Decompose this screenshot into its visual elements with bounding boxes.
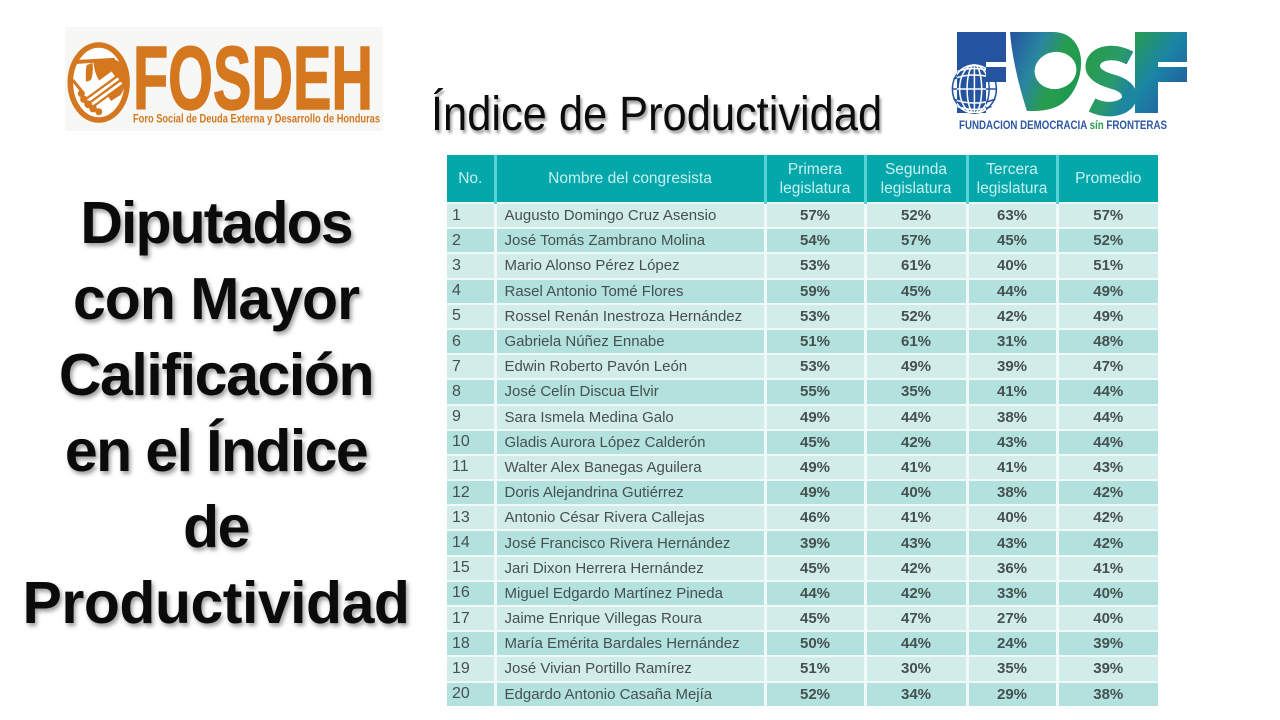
svg-text:Foro Social de Deuda Externa y: Foro Social de Deuda Externa y Desarroll… <box>133 114 380 126</box>
svg-text:FOSDEH: FOSDEH <box>133 29 373 129</box>
svg-text:FUNDACION DEMOCRACIA sín FRONT: FUNDACION DEMOCRACIA sín FRONTERAS <box>959 120 1167 132</box>
